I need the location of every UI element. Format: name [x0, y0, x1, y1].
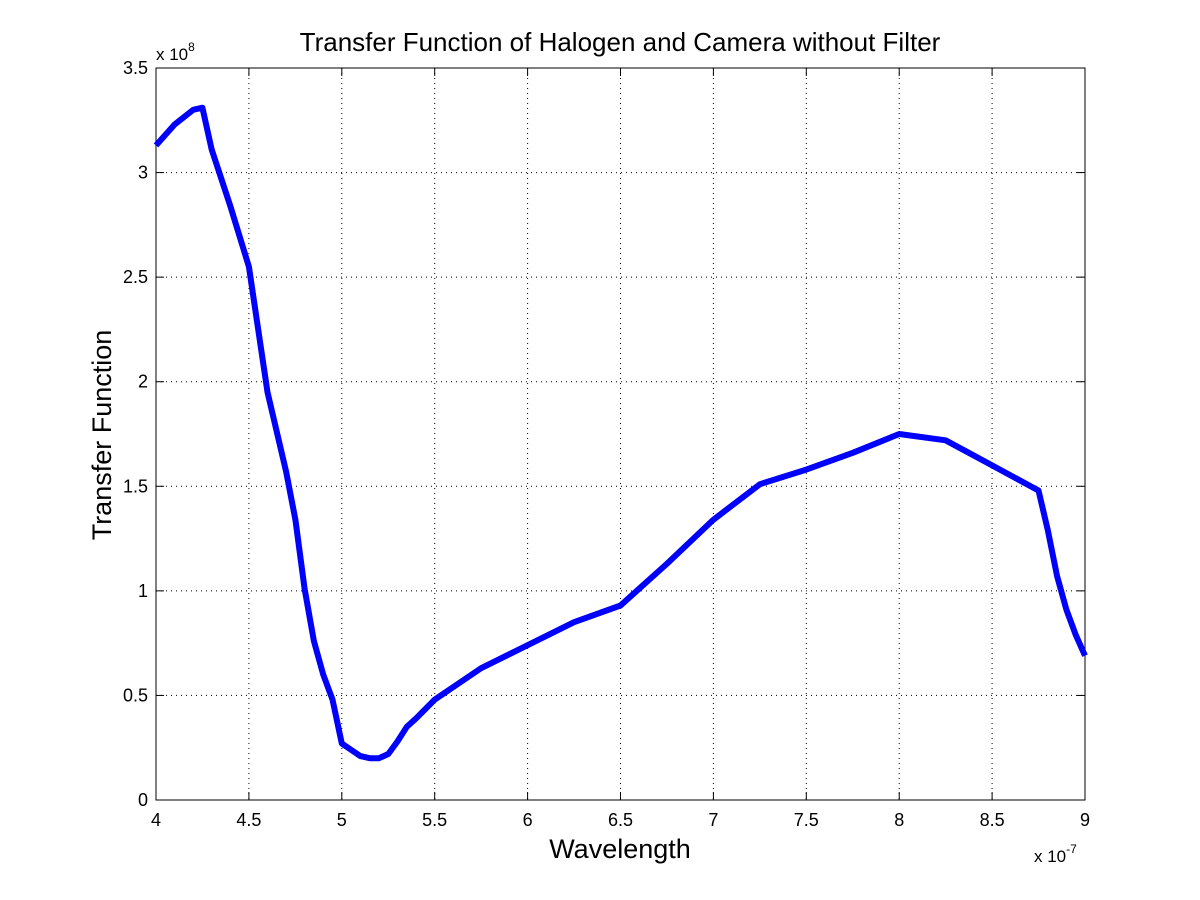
- chart-title: Transfer Function of Halogen and Camera …: [300, 27, 941, 57]
- y-tick-label: 2.5: [123, 267, 148, 287]
- y-tick-label: 3.5: [123, 58, 148, 78]
- y-tick-label: 0: [138, 790, 148, 810]
- y-multiplier-exponent: 8: [188, 40, 195, 54]
- series-line: [153, 104, 1088, 762]
- x-axis-multiplier: x 10-7: [1034, 842, 1077, 866]
- x-tick-label: 7.5: [794, 810, 819, 830]
- x-tick-label: 5: [337, 810, 347, 830]
- y-tick-label: 0.5: [123, 685, 148, 705]
- x-tick-label: 9: [1080, 810, 1090, 830]
- x-tick-label: 8.5: [980, 810, 1005, 830]
- y-tick-label: 1: [138, 581, 148, 601]
- y-tick-label: 1.5: [123, 476, 148, 496]
- x-tick-label: 6: [523, 810, 533, 830]
- x-tick-label: 4.5: [236, 810, 261, 830]
- x-tick-label: 5.5: [422, 810, 447, 830]
- x-tick-label: 7: [708, 810, 718, 830]
- x-multiplier-base: x 10: [1034, 847, 1066, 866]
- y-axis-multiplier: x 108: [156, 40, 195, 64]
- axis-ticks: 4 4.5 5 5.5 6 6.5 7 7.5 8 8.5 9 0 0.5 1 1.5 2 2.5 3 3.5: [123, 58, 1090, 830]
- y-axis-label: Transfer Function: [87, 330, 117, 541]
- series-layer: [153, 104, 1088, 762]
- y-tick-label: 3: [138, 163, 148, 183]
- x-axis-label: Wavelength: [549, 834, 691, 864]
- x-tick-label: 4: [151, 810, 161, 830]
- x-tick-label: 6.5: [608, 810, 633, 830]
- x-multiplier-exponent: -7: [1066, 842, 1077, 856]
- grid: [156, 68, 1085, 800]
- y-tick-label: 2: [138, 372, 148, 392]
- x-tick-label: 8: [894, 810, 904, 830]
- y-multiplier-base: x 10: [156, 45, 188, 64]
